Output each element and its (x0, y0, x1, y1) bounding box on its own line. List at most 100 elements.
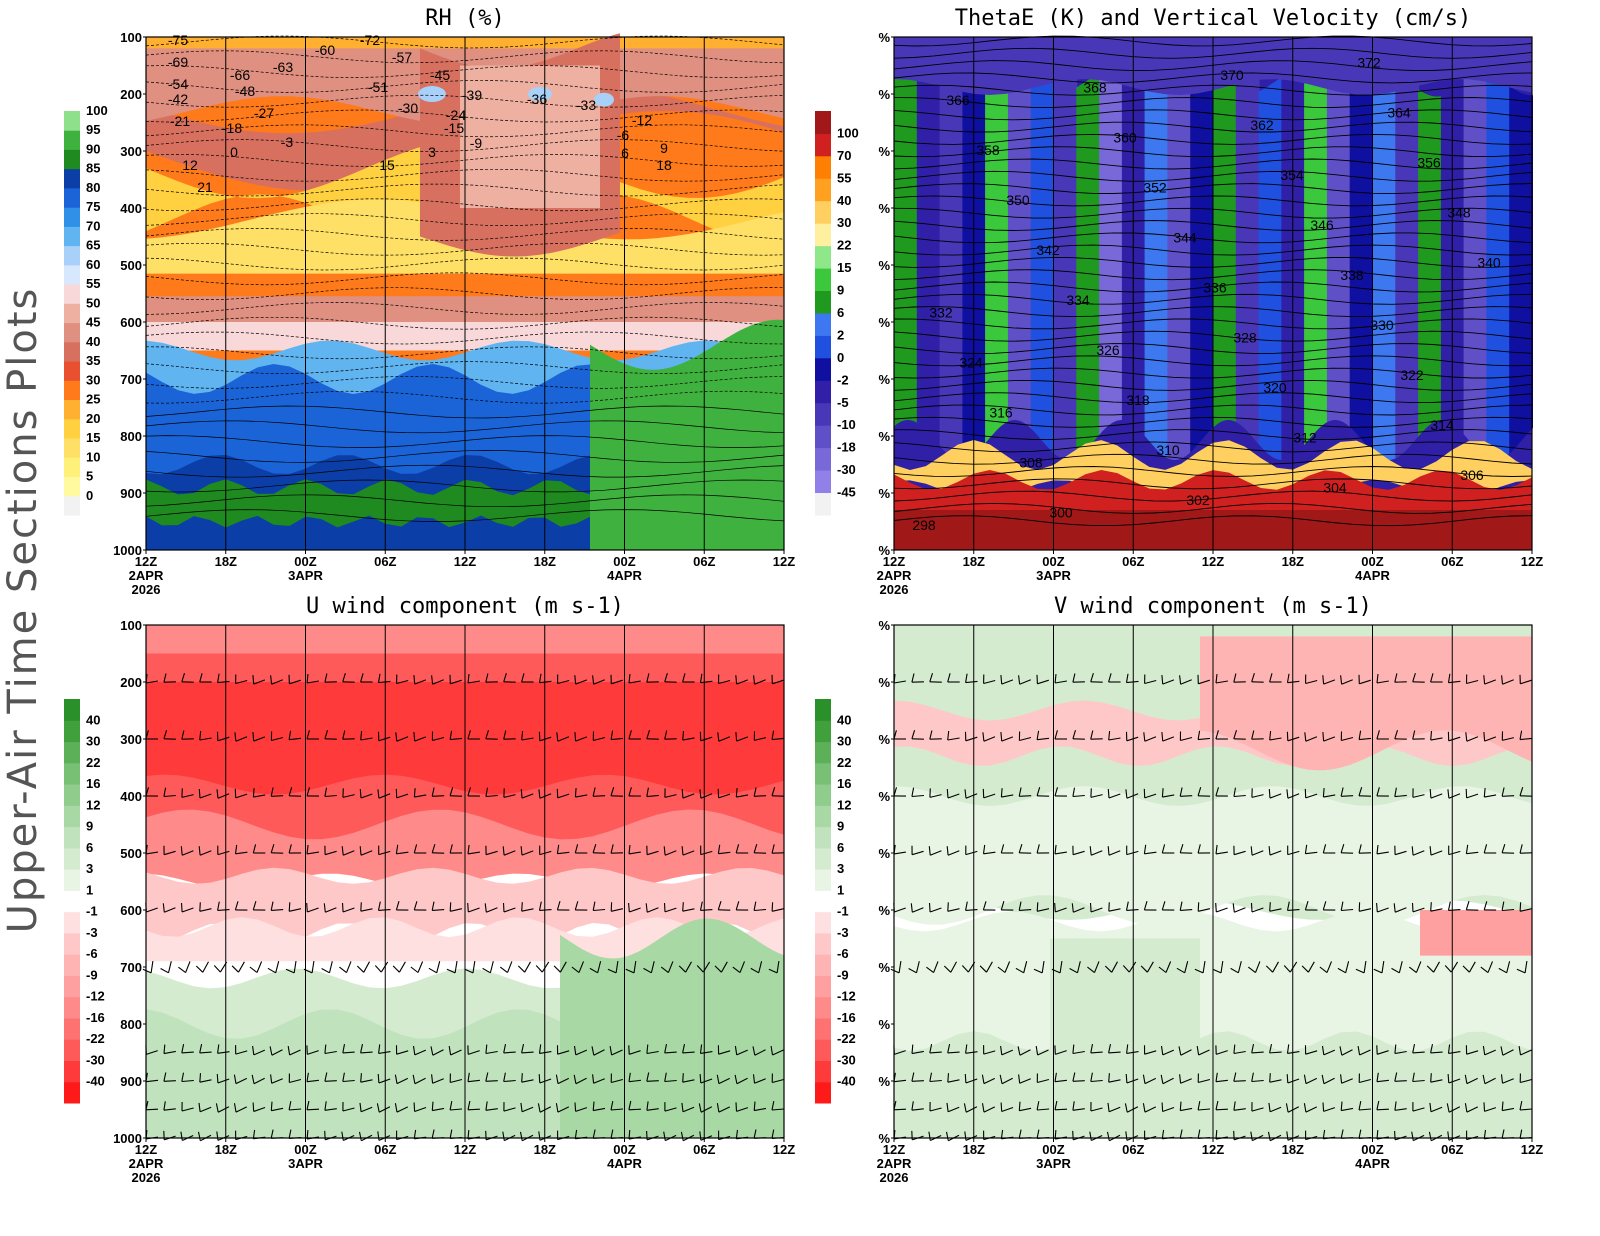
wind-barb (1162, 794, 1175, 798)
wind-barb (1502, 1107, 1515, 1112)
wind-barb-flag (1161, 1129, 1165, 1139)
wind-barb (289, 737, 302, 741)
wind-barb (947, 1079, 960, 1083)
wind-barb (1037, 908, 1050, 912)
wind-barb-flag (1036, 787, 1041, 796)
wind-barb-flag (682, 731, 685, 741)
wind-barb (578, 961, 585, 973)
wind-barb (700, 1051, 713, 1054)
wind-barb (1394, 1050, 1407, 1055)
wind-barb-flag (341, 846, 344, 856)
wind-barb (1126, 1051, 1139, 1054)
wind-barb-flag (1430, 1073, 1432, 1083)
wind-barb-flag (1090, 673, 1094, 682)
wind-barb-flag (535, 965, 543, 973)
day-label: 3APR (288, 568, 323, 583)
wind-barb (414, 1106, 427, 1113)
wind-barb-flag (964, 1073, 967, 1084)
wind-barb (1430, 793, 1443, 799)
colorbar-label: -9 (86, 967, 98, 982)
wind-barb-flag (1447, 1131, 1450, 1141)
y-tick-label: % (878, 1017, 890, 1032)
wind-barb-flag (1054, 730, 1058, 740)
temperature-contour-label: -33 (576, 97, 596, 113)
wind-barb (1041, 961, 1045, 973)
wind-barb (1323, 1107, 1336, 1112)
wind-barb (965, 1106, 978, 1113)
wind-barb-flag (377, 789, 380, 799)
thetae-contour-label: 310 (1156, 442, 1180, 458)
thetae-column (1190, 43, 1214, 453)
x-tick-label: 00Z (1042, 554, 1064, 569)
wind-barb-flag (628, 673, 631, 684)
wind-barb-flag (698, 1103, 702, 1113)
wind-barb (360, 1051, 373, 1054)
wind-barb-flag (1286, 1074, 1289, 1084)
wind-barb-flag (1143, 844, 1147, 854)
wind-barb (539, 680, 552, 684)
wind-barb (893, 1108, 907, 1111)
wind-barb-flag (216, 789, 219, 799)
wind-barb (271, 1049, 283, 1056)
wind-barb (217, 1051, 230, 1054)
wind-barb-flag (413, 732, 416, 742)
wind-barb-flag (1072, 1044, 1075, 1054)
wind-barb (664, 1051, 677, 1054)
wind-barb-flag (965, 673, 968, 683)
wind-barb (1287, 1078, 1300, 1084)
wind-barb-flag (360, 902, 362, 912)
wind-barb (202, 961, 209, 973)
wind-barb (894, 851, 906, 855)
wind-barb-flag (1233, 1044, 1236, 1054)
wind-barb-flag (269, 1046, 273, 1056)
wind-barb-flag (1104, 965, 1113, 973)
wind-barb-flag (1321, 1045, 1325, 1055)
wind-barb-flag (1412, 1043, 1416, 1054)
wind-barb-flag (1269, 1043, 1273, 1054)
wind-barb (1520, 679, 1532, 685)
wind-barb (947, 850, 960, 856)
wind-barb (485, 850, 498, 856)
wind-barb-flag (574, 732, 577, 742)
date-label: 2APR (129, 1156, 164, 1171)
wind-barb (1059, 961, 1063, 973)
wind-barb-flag (1411, 902, 1414, 912)
wind-barb-flag (1215, 1072, 1218, 1082)
wind-barb-flag (195, 965, 204, 973)
y-tick-label: % (878, 87, 890, 102)
wind-barb (771, 908, 785, 912)
wind-barb-flag (251, 1074, 255, 1084)
wind-barb-flag (1036, 902, 1039, 912)
wind-barb-flag (395, 901, 400, 911)
wind-barb (1412, 1051, 1425, 1054)
wind-barb-flag (360, 1073, 362, 1083)
wind-barb-flag (360, 673, 364, 683)
wind-barb (947, 737, 960, 741)
wind-barb-flag (1179, 1129, 1183, 1139)
wind-barb-flag (607, 968, 617, 974)
wind-barb-flag (467, 844, 470, 854)
colorbar-label: 0 (86, 488, 93, 503)
v-band (1420, 910, 1532, 956)
wind-barb-flag (735, 675, 738, 685)
wind-barb (664, 907, 677, 913)
wind-barb (1019, 909, 1032, 911)
colorbar-swatch (815, 932, 831, 955)
colorbar-label: 1 (837, 882, 844, 897)
colorbar-swatch (815, 826, 831, 849)
wind-barb (1001, 1106, 1014, 1113)
wind-barb (1430, 737, 1443, 741)
wind-barb-flag (699, 1131, 702, 1141)
wind-barb (629, 907, 641, 913)
wind-barb (342, 850, 355, 856)
wind-barb (396, 1077, 409, 1085)
wind-barb-flag (1179, 787, 1183, 797)
wind-barb (521, 1106, 534, 1113)
wind-barb (1019, 679, 1032, 685)
wind-barb (950, 961, 957, 973)
y-tick-label: 800 (120, 429, 142, 444)
colorbar-label: 15 (837, 260, 851, 275)
wind-barb-flag (1126, 1044, 1129, 1054)
wind-barb (1251, 907, 1264, 913)
